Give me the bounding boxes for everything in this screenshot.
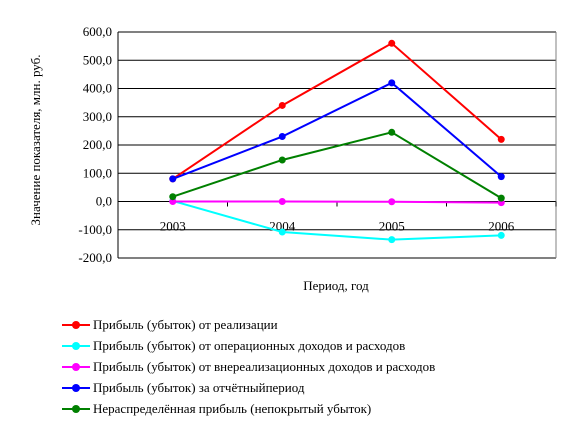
series-line <box>172 200 502 204</box>
legend-item: Прибыль (убыток) от внереализационных до… <box>62 356 435 377</box>
data-point <box>388 236 396 244</box>
legend-label: Прибыль (убыток) от внереализационных до… <box>93 358 436 374</box>
y-tick-label: -200,0 <box>78 250 112 265</box>
data-point <box>388 198 396 206</box>
legend-item: Нераспределённая прибыль (непокрытый убы… <box>62 398 435 419</box>
legend-label: Нераспределённая прибыль (непокрытый убы… <box>93 400 372 416</box>
y-tick-label: -100,0 <box>78 222 112 237</box>
legend: Прибыль (убыток) от реализации Прибыль (у… <box>62 314 435 419</box>
series-line <box>172 81 502 180</box>
series-lines <box>169 39 505 244</box>
data-point <box>497 173 505 181</box>
data-point <box>278 228 286 236</box>
data-point <box>497 194 505 202</box>
y-tick-labels: 600,0 500,0 400,0 300,0 200,0 100,0 0,0 -100,0 -… <box>78 24 112 265</box>
legend-label: Прибыль (убыток) от операционных доходов… <box>93 337 406 353</box>
legend-swatch <box>62 361 90 373</box>
data-point <box>278 101 286 109</box>
data-point <box>169 193 177 201</box>
chart: 600,0 500,0 400,0 300,0 200,0 100,0 0,0 -100,0 -… <box>28 24 557 293</box>
x-tick-label: 2006 <box>488 219 515 234</box>
data-point <box>497 231 505 239</box>
series <box>169 128 505 202</box>
data-point <box>278 133 286 141</box>
legend-label: Прибыль (убыток) за отчётныйпериод <box>93 379 305 395</box>
data-point <box>278 198 286 205</box>
y-axis-label: Значение показателя, млн. руб. <box>28 55 43 226</box>
data-point <box>278 156 286 164</box>
x-tick-label: 2005 <box>379 219 405 234</box>
data-point <box>169 175 177 183</box>
series <box>169 79 505 183</box>
y-tick-label: 300,0 <box>83 109 112 124</box>
legend-swatch <box>62 340 90 352</box>
legend-label: Прибыль (убыток) от реализации <box>93 316 278 332</box>
data-point <box>497 135 505 143</box>
series-line <box>172 42 502 180</box>
data-point <box>388 79 396 87</box>
x-tick-label: 2003 <box>160 219 186 234</box>
legend-swatch <box>62 382 90 394</box>
x-axis-label: Период, год <box>303 278 369 293</box>
legend-swatch <box>62 319 90 331</box>
legend-swatch <box>62 403 90 415</box>
data-point <box>388 39 396 47</box>
data-point <box>169 198 177 205</box>
y-tick-label: 400,0 <box>83 81 112 96</box>
x-tick-labels: 2003 2004 2005 2006 <box>160 219 515 234</box>
y-tick-label: 600,0 <box>83 24 112 39</box>
y-tick-label: 500,0 <box>83 52 112 67</box>
y-tick-label: 200,0 <box>83 137 112 152</box>
series-line <box>172 131 502 199</box>
data-point <box>388 128 396 136</box>
y-tick-label: 0,0 <box>96 194 112 209</box>
legend-item: Прибыль (убыток) от реализации <box>62 314 435 335</box>
legend-item: Прибыль (убыток) за отчётныйпериод <box>62 377 435 398</box>
y-tick-label: 100,0 <box>83 165 112 180</box>
series-line <box>172 199 502 241</box>
legend-item: Прибыль (убыток) от операционных доходов… <box>62 335 435 356</box>
